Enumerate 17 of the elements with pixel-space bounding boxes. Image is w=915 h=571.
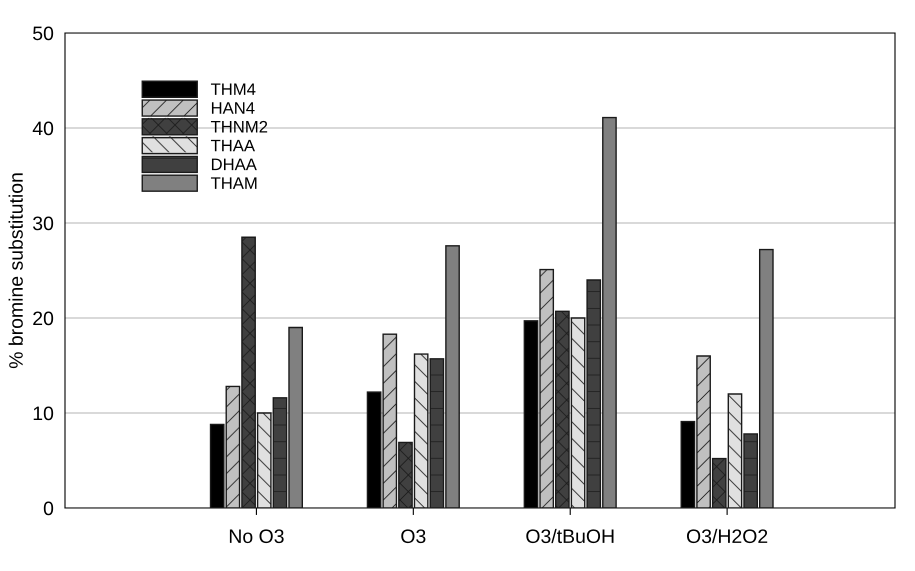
legend-label: THAM: [210, 177, 256, 189]
legend-label: HAN4: [212, 102, 255, 114]
legend-label: THAA: [210, 140, 255, 152]
y-tick-label: 0: [44, 501, 54, 516]
legend-label: THM4: [210, 83, 256, 95]
x-tick-label: No O3: [230, 529, 284, 544]
y-axis-title: % bromine substitution: [8, 173, 23, 368]
y-tick-label: 20: [33, 311, 54, 326]
legend-label: DHAA: [212, 158, 257, 170]
y-tick-label: 10: [34, 406, 54, 420]
y-tick-label: 50: [33, 26, 54, 40]
y-tick-label: 40: [32, 121, 54, 136]
legend-label: THNM2: [210, 120, 268, 132]
x-tick-label: O3: [401, 529, 426, 544]
x-tick-label: O3/tBuOH: [526, 528, 614, 544]
y-tick-label: 30: [33, 216, 54, 230]
x-tick-label: O3/H2O2: [686, 528, 768, 544]
